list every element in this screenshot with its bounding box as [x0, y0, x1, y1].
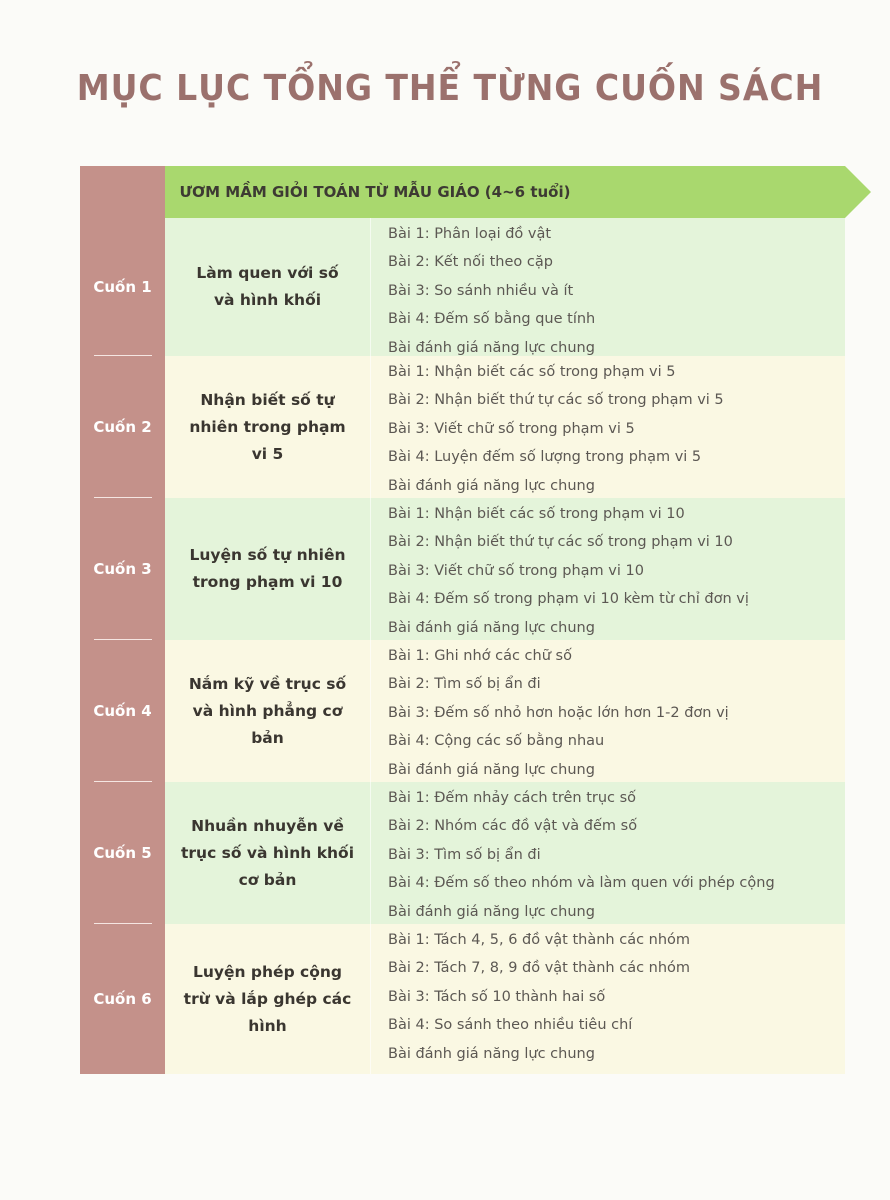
table-of-contents: ƯƠM MẦM GIỎI TOÁN TỪ MẪU GIÁO (4~6 tuổi)… — [80, 166, 871, 1074]
lesson-item: Bài 3: Viết chữ số trong phạm vi 10 — [388, 562, 644, 579]
book-label: Cuốn 5 — [93, 844, 152, 862]
page-title: MỤC LỤC TỔNG THỂ TỪNG CUỐN SÁCH — [76, 68, 824, 109]
lesson-item: Bài 4: So sánh theo nhiều tiêu chí — [388, 1017, 633, 1034]
lesson-item: Bài 1: Đếm nhảy cách trên trục số — [388, 790, 637, 806]
lesson-item: Bài 2: Nhận biết thứ tự các số trong phạ… — [388, 392, 724, 409]
section-background — [165, 782, 845, 924]
lesson-item: Bài đánh giá năng lực chung — [388, 477, 595, 494]
book-section: Cuốn 2 Nhận biết số tự nhiên trong phạm v… — [80, 356, 845, 498]
lesson-item: Bài 3: Tách số 10 thành hai số — [388, 988, 606, 1005]
book-name-text: Làm quen với số và hình khối — [196, 264, 339, 309]
section-background — [165, 356, 845, 498]
book-name-text: Nắm kỹ về trục số và hình phẳng cơ bản — [188, 674, 347, 747]
column-divider — [370, 498, 371, 640]
lesson-item: Bài 2: Tìm số bị ẩn đi — [388, 676, 541, 693]
section-background — [165, 640, 845, 782]
book-name-text: Nhận biết số tự nhiên trong phạm vi 5 — [189, 390, 346, 463]
book-name: Nhuần nhuyễn về trục số và hình khối cơ … — [165, 782, 370, 924]
lesson-item: Bài 4: Đếm số bằng que tính — [388, 311, 596, 328]
section-divider — [94, 781, 152, 782]
book-label: Cuốn 1 — [93, 278, 152, 296]
lesson-item: Bài đánh giá năng lực chung — [388, 903, 595, 920]
book-label: Cuốn 3 — [93, 560, 152, 578]
book-name: Luyện phép cộng trừ và lắp ghép các hình — [165, 924, 370, 1074]
lesson-list: Bài 1: Ghi nhớ các chữ số Bài 2: Tìm số b… — [388, 642, 729, 784]
book-name-text: Luyện phép cộng trừ và lắp ghép các hình — [183, 962, 352, 1035]
lesson-list: Bài 1: Đếm nhảy cách trên trục số Bài 2: … — [388, 784, 775, 926]
lesson-item: Bài 4: Đếm số trong phạm vi 10 kèm từ ch… — [388, 591, 749, 608]
book-name: Nhận biết số tự nhiên trong phạm vi 5 — [165, 356, 370, 498]
lesson-item: Bài 2: Tách 7, 8, 9 đồ vật thành các nhó… — [388, 960, 691, 977]
lesson-item: Bài 4: Luyện đếm số lượng trong phạm vi … — [388, 449, 702, 466]
book-name: Luyện số tự nhiên trong phạm vi 10 — [165, 498, 370, 640]
book-section: Cuốn 1 Làm quen với số và hình khối Bài 1:… — [80, 218, 845, 356]
series-header — [165, 166, 845, 218]
book-label: Cuốn 4 — [93, 702, 152, 720]
lesson-item: Bài 4: Đếm số theo nhóm và làm quen với … — [388, 875, 775, 892]
book-section: Cuốn 4 Nắm kỹ về trục số và hình phẳng cơ… — [80, 640, 845, 782]
book-name-text: Nhuần nhuyễn về trục số và hình khối cơ … — [180, 816, 355, 889]
book-name: Làm quen với số và hình khối — [165, 218, 370, 356]
lesson-item: Bài đánh giá năng lực chung — [388, 339, 595, 356]
lesson-item: Bài 1: Nhận biết các số trong phạm vi 10 — [388, 506, 685, 522]
book-label: Cuốn 6 — [93, 990, 152, 1008]
header-arrow — [845, 166, 871, 218]
book-name-text: Luyện số tự nhiên trong phạm vi 10 — [189, 546, 346, 591]
lesson-item: Bài 2: Nhóm các đồ vật và đếm số — [388, 818, 638, 835]
lesson-item: Bài đánh giá năng lực chung — [388, 619, 595, 636]
section-divider — [94, 497, 152, 498]
lesson-list: Bài 1: Tách 4, 5, 6 đồ vật thành các nhó… — [388, 926, 690, 1068]
section-background — [165, 498, 845, 640]
section-background — [165, 924, 845, 1074]
column-divider — [370, 356, 371, 498]
lesson-item: Bài 4: Cộng các số bằng nhau — [388, 733, 605, 750]
series-title: ƯƠM MẦM GIỎI TOÁN TỪ MẪU GIÁO (4~6 tuổi) — [179, 183, 571, 201]
lesson-item: Bài 2: Kết nối theo cặp — [388, 254, 553, 271]
book-column — [80, 166, 165, 1074]
lesson-list: Bài 1: Nhận biết các số trong phạm vi 10… — [388, 500, 749, 642]
book-section: Cuốn 5 Nhuần nhuyễn về trục số và hình kh… — [80, 782, 845, 924]
lesson-item: Bài 1: Phân loại đồ vật — [388, 226, 552, 242]
section-background — [165, 218, 845, 356]
lesson-item: Bài 1: Tách 4, 5, 6 đồ vật thành các nhó… — [388, 932, 691, 948]
lesson-item: Bài đánh giá năng lực chung — [388, 761, 595, 778]
lesson-list: Bài 1: Nhận biết các số trong phạm vi 5 B… — [388, 358, 724, 500]
section-divider — [94, 355, 152, 356]
column-divider — [370, 218, 371, 356]
column-divider — [370, 924, 371, 1074]
column-divider — [370, 782, 371, 924]
lesson-item: Bài 1: Nhận biết các số trong phạm vi 5 — [388, 364, 676, 380]
section-divider — [94, 923, 152, 924]
book-section: Cuốn 6 Luyện phép cộng trừ và lắp ghép cá… — [80, 924, 845, 1074]
lesson-item: Bài 1: Ghi nhớ các chữ số — [388, 648, 572, 664]
lesson-list: Bài 1: Phân loại đồ vật Bài 2: Kết nối th… — [388, 220, 595, 362]
lesson-item: Bài 3: So sánh nhiều và ít — [388, 282, 574, 299]
lesson-item: Bài 2: Nhận biết thứ tự các số trong phạ… — [388, 534, 733, 551]
lesson-item: Bài 3: Đếm số nhỏ hơn hoặc lớn hơn 1-2 đ… — [388, 704, 729, 721]
section-divider — [94, 639, 152, 640]
lesson-item: Bài đánh giá năng lực chung — [388, 1045, 595, 1062]
column-divider — [370, 640, 371, 782]
book-section: Cuốn 3 Luyện số tự nhiên trong phạm vi 10… — [80, 498, 845, 640]
lesson-item: Bài 3: Viết chữ số trong phạm vi 5 — [388, 420, 635, 437]
book-name: Nắm kỹ về trục số và hình phẳng cơ bản — [165, 640, 370, 782]
lesson-item: Bài 3: Tìm số bị ẩn đi — [388, 846, 541, 863]
book-label: Cuốn 2 — [93, 418, 152, 436]
